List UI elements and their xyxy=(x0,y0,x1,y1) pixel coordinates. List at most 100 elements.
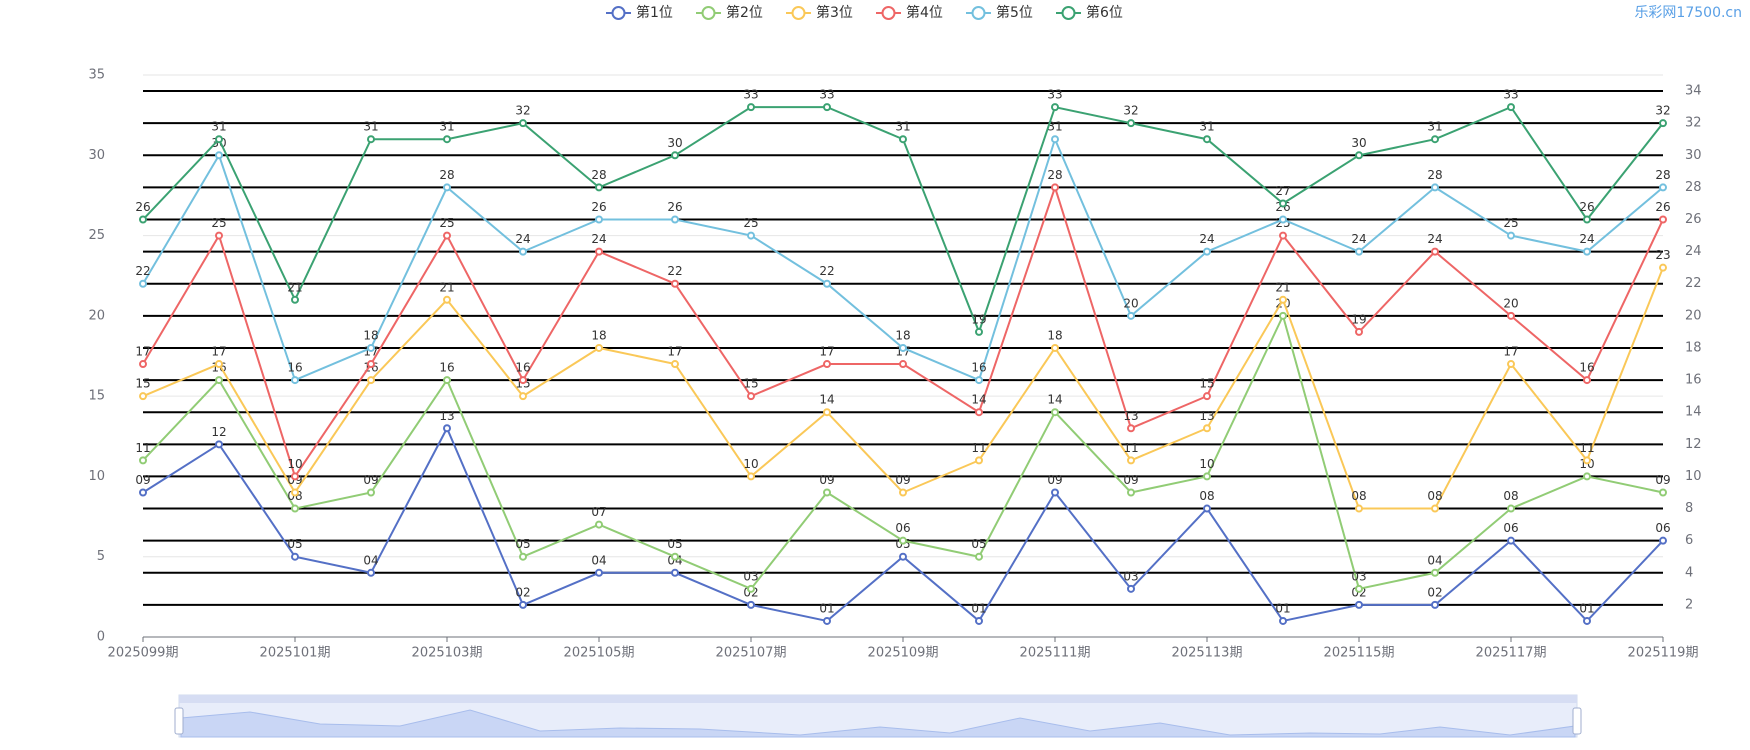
point xyxy=(823,360,831,369)
data-label: 08 xyxy=(1503,489,1518,503)
data-label: 26 xyxy=(1579,200,1594,214)
y2-tick-label: 28 xyxy=(1685,180,1702,195)
point xyxy=(671,552,679,561)
data-label: 12 xyxy=(211,425,226,439)
point xyxy=(1051,183,1059,192)
data-zoom[interactable] xyxy=(174,694,1582,738)
y2-tick-label: 26 xyxy=(1685,212,1702,227)
data-label: 17 xyxy=(667,345,682,359)
legend-item[interactable]: 第5位 xyxy=(966,4,1033,21)
legend-label: 第3位 xyxy=(816,4,853,21)
data-label: 01 xyxy=(1579,601,1594,615)
legend-item[interactable]: 第2位 xyxy=(696,4,763,21)
y2-tick-label: 16 xyxy=(1685,373,1702,388)
point xyxy=(1279,295,1287,304)
data-label: 19 xyxy=(1351,312,1366,326)
legend-label: 第4位 xyxy=(906,4,943,21)
zoom-bar xyxy=(179,695,1577,703)
point xyxy=(823,103,831,112)
data-label: 31 xyxy=(363,120,378,134)
point xyxy=(215,135,223,144)
point xyxy=(1659,215,1667,224)
point xyxy=(1583,472,1591,481)
point xyxy=(747,584,755,593)
data-label: 32 xyxy=(1123,104,1138,118)
point xyxy=(1127,456,1135,465)
point xyxy=(899,135,907,144)
data-label: 09 xyxy=(819,473,834,487)
data-label: 03 xyxy=(1351,569,1366,583)
data-label: 06 xyxy=(895,521,910,535)
data-label: 24 xyxy=(591,232,606,246)
point xyxy=(1507,311,1515,320)
data-label: 17 xyxy=(211,345,226,359)
data-label: 15 xyxy=(743,377,758,391)
point xyxy=(1051,488,1059,497)
data-label: 25 xyxy=(743,216,758,230)
data-label: 26 xyxy=(591,200,606,214)
point xyxy=(1279,231,1287,240)
point xyxy=(139,488,147,497)
data-label: 11 xyxy=(135,441,150,455)
data-label: 02 xyxy=(1427,585,1442,599)
point xyxy=(1507,536,1515,545)
point xyxy=(1203,247,1211,256)
data-label: 16 xyxy=(515,361,530,375)
point xyxy=(139,392,147,401)
data-label: 09 xyxy=(895,473,910,487)
data-label: 14 xyxy=(971,393,986,407)
point xyxy=(1431,504,1439,513)
zoom-handle[interactable] xyxy=(1572,707,1582,735)
point xyxy=(671,360,679,369)
point xyxy=(1659,119,1667,128)
data-label: 15 xyxy=(135,377,150,391)
legend-item[interactable]: 第3位 xyxy=(786,4,853,21)
point xyxy=(1127,424,1135,433)
data-label: 18 xyxy=(591,328,606,342)
point xyxy=(1431,135,1439,144)
legend-item[interactable]: 第1位 xyxy=(606,4,673,21)
legend-item[interactable]: 第4位 xyxy=(876,4,943,21)
point xyxy=(671,279,679,288)
point xyxy=(595,215,603,224)
data-label: 30 xyxy=(667,136,682,150)
point xyxy=(215,440,223,449)
y-tick-label: 5 xyxy=(97,549,105,564)
point xyxy=(1507,103,1515,112)
x-tick-label: 2025117期 xyxy=(1476,646,1547,661)
y2-tick-label: 12 xyxy=(1685,437,1702,452)
point xyxy=(975,376,983,385)
x-tick-label: 2025099期 xyxy=(108,646,179,661)
data-label: 06 xyxy=(1503,521,1518,535)
point xyxy=(1507,504,1515,513)
data-label: 10 xyxy=(743,457,758,471)
data-label: 26 xyxy=(1655,200,1670,214)
y2-tick-label: 4 xyxy=(1685,565,1693,580)
point xyxy=(291,376,299,385)
data-label: 14 xyxy=(819,393,834,407)
point xyxy=(1583,456,1591,465)
x-tick-label: 2025103期 xyxy=(412,646,483,661)
zoom-handle[interactable] xyxy=(174,707,184,735)
data-label: 18 xyxy=(895,328,910,342)
point xyxy=(747,231,755,240)
point xyxy=(1355,247,1363,256)
data-label: 28 xyxy=(1047,168,1062,182)
y2-tick-label: 24 xyxy=(1685,244,1702,259)
point xyxy=(1659,263,1667,272)
point xyxy=(823,279,831,288)
point xyxy=(595,520,603,529)
point xyxy=(1659,183,1667,192)
y2-tick-label: 8 xyxy=(1685,501,1693,516)
legend-item[interactable]: 第6位 xyxy=(1056,4,1123,21)
data-label: 04 xyxy=(363,553,378,567)
point xyxy=(367,488,375,497)
data-label: 24 xyxy=(1579,232,1594,246)
y-tick-label: 20 xyxy=(88,308,105,323)
point xyxy=(367,360,375,369)
data-label: 31 xyxy=(439,120,454,134)
data-label: 04 xyxy=(1427,553,1442,567)
point xyxy=(443,376,451,385)
data-label: 17 xyxy=(819,345,834,359)
y-tick-label: 35 xyxy=(88,68,105,83)
